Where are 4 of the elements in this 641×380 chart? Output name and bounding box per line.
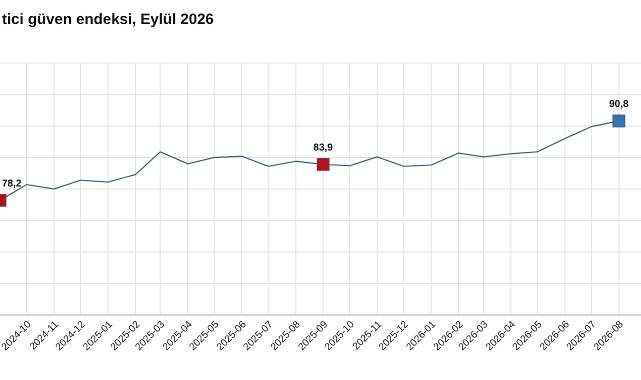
data-label: 90,8 — [609, 98, 630, 110]
data-label: 78,2 — [2, 178, 22, 190]
chart-title: tici güven endeksi, Eylül 2026 — [2, 11, 214, 28]
data-label: 83,9 — [313, 142, 334, 154]
